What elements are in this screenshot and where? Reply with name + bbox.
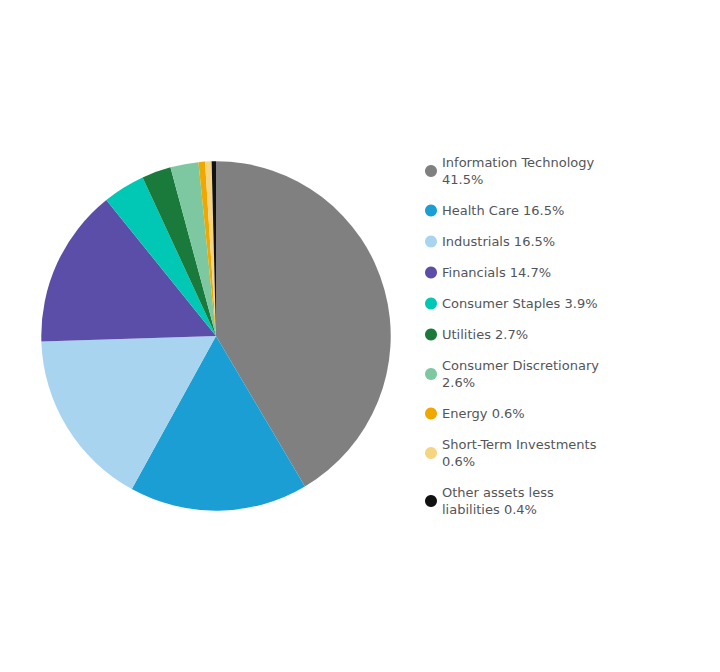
svg-text:Financials 14.7%: Financials 14.7% xyxy=(442,265,551,280)
svg-text:Consumer Discretionary: Consumer Discretionary xyxy=(442,358,599,373)
svg-text:Consumer Staples 3.9%: Consumer Staples 3.9% xyxy=(442,296,598,311)
svg-text:Health Care 16.5%: Health Care 16.5% xyxy=(442,203,564,218)
svg-text:Information Technology: Information Technology xyxy=(442,155,595,170)
svg-text:2.6%: 2.6% xyxy=(442,375,475,390)
svg-text:Energy 0.6%: Energy 0.6% xyxy=(442,406,525,421)
svg-text:liabilities 0.4%: liabilities 0.4% xyxy=(442,502,537,517)
svg-text:41.5%: 41.5% xyxy=(442,172,483,187)
svg-text:Industrials 16.5%: Industrials 16.5% xyxy=(442,234,555,249)
svg-text:Utilities 2.7%: Utilities 2.7% xyxy=(442,327,528,342)
svg-text:0.6%: 0.6% xyxy=(442,454,475,469)
svg-text:Other assets less: Other assets less xyxy=(442,485,554,500)
svg-text:Short-Term Investments: Short-Term Investments xyxy=(442,437,597,452)
